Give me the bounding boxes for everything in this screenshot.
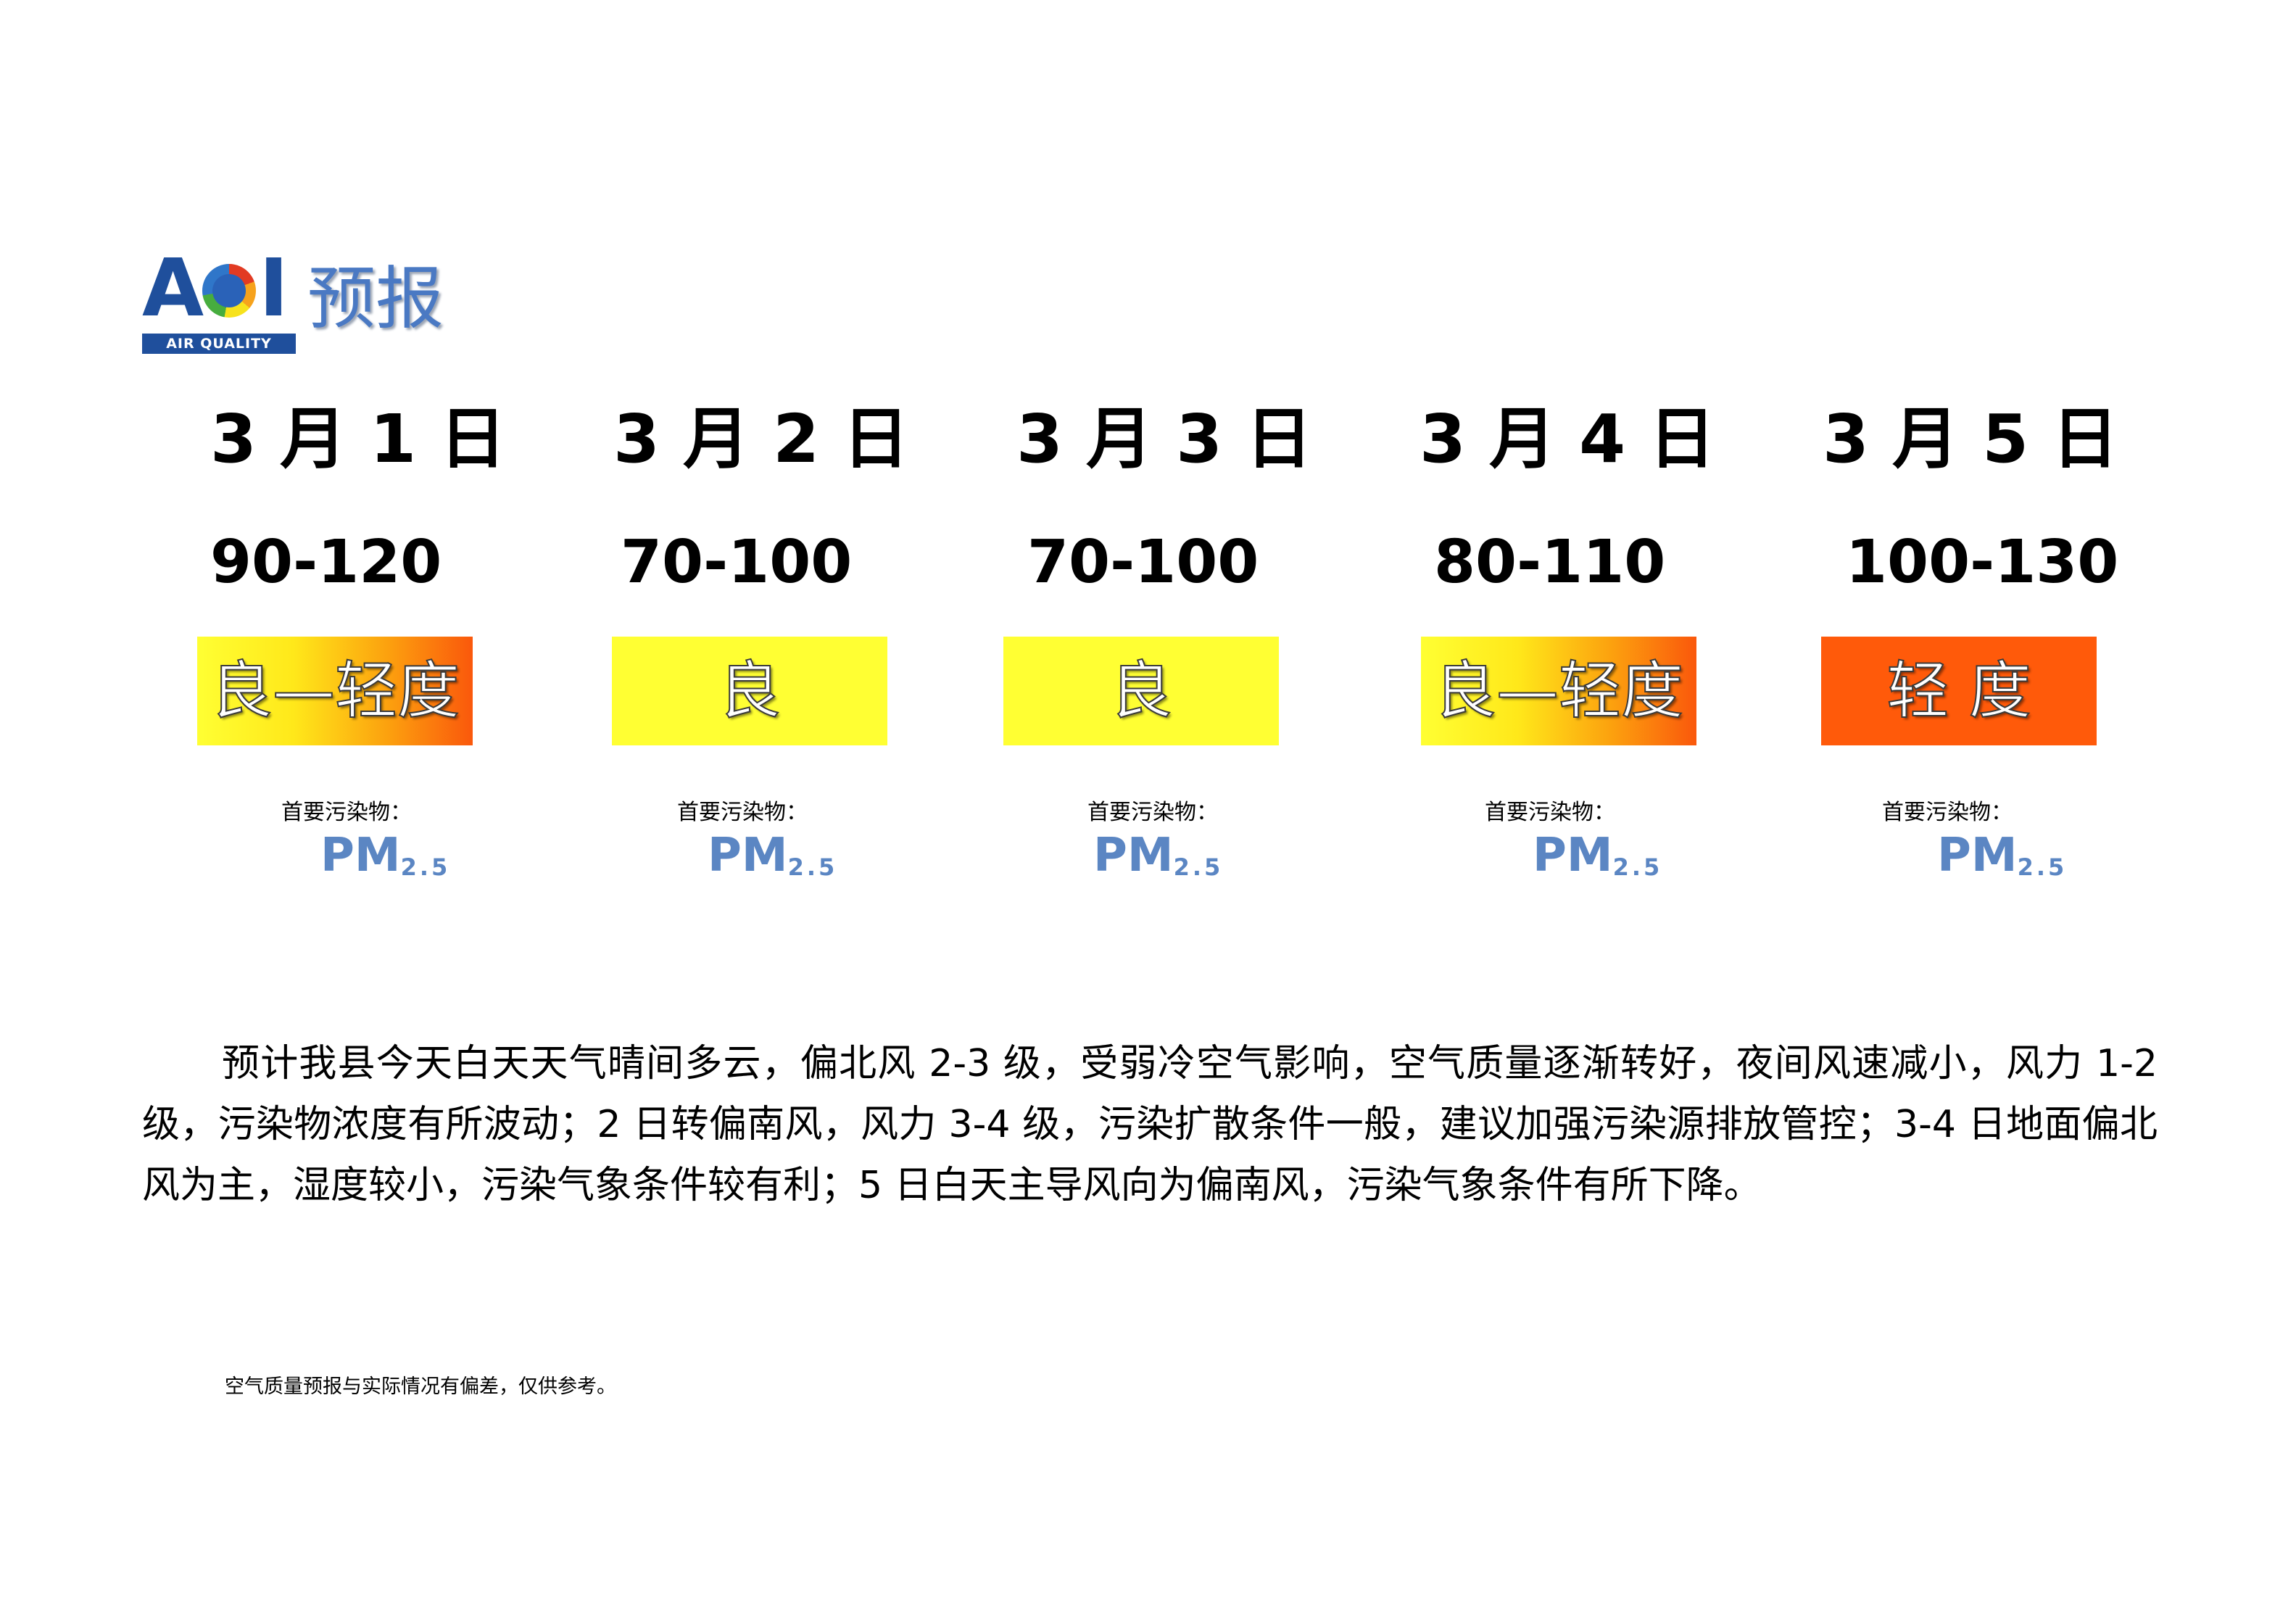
day-date: 3 月 3 日	[1016, 400, 1313, 478]
pollutant-main: PM	[1937, 829, 2018, 882]
day-date: 3 月 5 日	[1823, 400, 2119, 478]
day-date: 3 月 2 日	[613, 400, 910, 478]
day-date: 3 月 4 日	[1420, 400, 1716, 478]
pollutant-label: 首要污染物：	[1882, 800, 2013, 825]
aqi-range: 100-130	[1846, 528, 2119, 597]
forecast-day-3: 3 月 3 日 70-100 良 首要污染物： PM2.5	[1003, 400, 1422, 914]
pollutant-value: PM2.5	[708, 832, 837, 879]
pollutant-sub: 2.5	[400, 853, 451, 881]
forecast-description: 预计我县今天白天天气晴间多云，偏北风 2-3 级，受弱冷空气影响，空气质量逐渐转…	[142, 1042, 2158, 1207]
day-date: 3 月 1 日	[210, 400, 507, 478]
pollutant-label: 首要污染物：	[281, 800, 412, 825]
aqi-level-badge: 良—轻度	[197, 637, 473, 745]
aqi-level-badge: 轻 度	[1821, 637, 2097, 745]
logo-letter-i: I	[259, 241, 289, 334]
aqi-range: 70-100	[1027, 528, 1259, 597]
aqi-range: 90-120	[210, 528, 442, 597]
pollutant-value: PM2.5	[1093, 832, 1223, 879]
aqi-range: 80-110	[1434, 528, 1666, 597]
page-title: 预报	[307, 260, 444, 339]
logo-subtitle: AIR QUALITY INDEX	[142, 334, 296, 372]
pollutant-label: 首要污染物：	[677, 800, 808, 825]
globe-icon	[202, 264, 257, 318]
forecast-day-4: 3 月 4 日 80-110 良—轻度 首要污染物： PM2.5	[1420, 406, 1825, 914]
aqi-range: 70-100	[621, 528, 853, 597]
pollutant-value: PM2.5	[320, 832, 450, 879]
pollutant-main: PM	[708, 829, 788, 882]
forecast-day-5: 3 月 5 日 100-130 轻 度 首要污染物： PM2.5	[1821, 400, 2229, 914]
pollutant-main: PM	[320, 829, 401, 882]
aqi-level-badge: 良	[1003, 637, 1279, 745]
pollutant-main: PM	[1093, 829, 1174, 882]
pollutant-sub: 2.5	[1173, 853, 1224, 881]
aqi-level-badge: 良	[612, 637, 887, 745]
forecast-day-1: 3 月 1 日 90-120 良—轻度 首要污染物： PM2.5	[197, 400, 616, 914]
forecast-day-2: 3 月 2 日 70-100 良 首要污染物： PM2.5	[612, 400, 1019, 914]
aqi-level-badge: 良—轻度	[1421, 637, 1696, 745]
pollutant-value: PM2.5	[1533, 832, 1662, 879]
pollutant-label: 首要污染物：	[1485, 800, 1615, 825]
pollutant-sub: 2.5	[787, 853, 838, 881]
logo-letter-a: A	[142, 241, 204, 334]
disclaimer-note: 空气质量预报与实际情况有偏差，仅供参考。	[225, 1375, 616, 1398]
pollutant-sub: 2.5	[2017, 853, 2068, 881]
pollutant-value: PM2.5	[1937, 832, 2067, 879]
pollutant-main: PM	[1533, 829, 1613, 882]
pollutant-sub: 2.5	[1612, 853, 1663, 881]
pollutant-label: 首要污染物：	[1087, 800, 1218, 825]
